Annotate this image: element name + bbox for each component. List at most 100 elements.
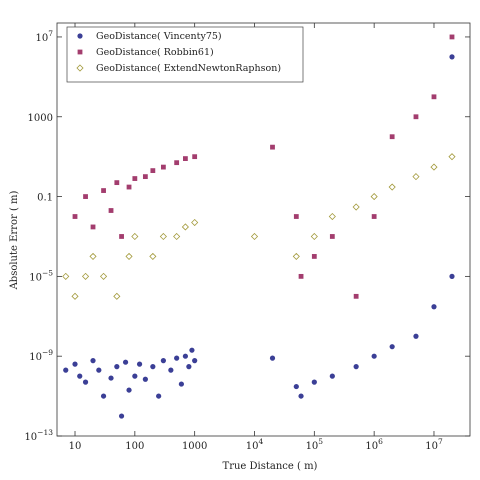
data-point: [293, 214, 299, 219]
data-point: [431, 304, 437, 310]
data-point: [292, 252, 300, 260]
plot-frame: [56, 22, 471, 437]
data-point: [150, 364, 156, 370]
data-point: [352, 203, 360, 211]
data-point: [100, 393, 107, 399]
data-point: [311, 254, 317, 259]
data-point: [189, 347, 195, 353]
data-point: [136, 361, 143, 367]
data-points-layer: [62, 34, 456, 419]
x-tick-label: 107: [425, 437, 443, 452]
data-point: [311, 379, 317, 385]
legend-marker: [77, 33, 83, 39]
data-point: [118, 413, 125, 419]
data-point: [89, 252, 97, 260]
legend-box: [66, 26, 304, 83]
data-point: [298, 393, 304, 399]
series-group-2: [72, 34, 455, 299]
plot-border: [56, 22, 471, 437]
data-point: [310, 232, 318, 241]
data-point: [83, 194, 88, 199]
data-point: [81, 272, 90, 280]
x-tick-label: 104: [246, 437, 264, 452]
legend-label: GeoDistance( Vincenty75): [96, 31, 222, 42]
data-point: [413, 333, 419, 339]
y-tick-label: 0.1: [37, 193, 53, 204]
legend: GeoDistance( Vincenty75) GeoDistance( Rob…: [66, 26, 304, 83]
legend-marker: [76, 64, 84, 72]
data-point: [149, 252, 157, 260]
data-point: [108, 208, 114, 213]
y-axis-ticks: 10−13 10−9 10−5 0.1 1000 107: [24, 29, 470, 443]
y-axis-title: Absolute Error ( m): [9, 190, 20, 290]
data-point: [174, 160, 180, 166]
data-point: [122, 359, 129, 365]
x-axis-ticks: 10 100 1000 104 105 106 107: [69, 23, 443, 452]
series-group-3: [62, 153, 456, 300]
data-point: [191, 218, 199, 227]
data-point: [293, 383, 299, 390]
y-tick-label: 10−5: [29, 268, 53, 283]
data-point: [77, 373, 83, 379]
data-point: [448, 153, 456, 161]
x-tick-label: 100: [125, 441, 144, 452]
data-point: [182, 353, 188, 359]
data-point: [71, 292, 79, 300]
data-point: [449, 34, 455, 40]
data-point: [192, 358, 198, 364]
data-point: [389, 134, 395, 140]
y-tick-label: 107: [35, 29, 53, 44]
data-point: [125, 252, 133, 260]
data-point: [413, 114, 419, 120]
data-point: [101, 188, 106, 193]
data-point: [329, 373, 335, 379]
series-group-1: [63, 54, 455, 419]
data-point: [132, 176, 138, 181]
x-tick-label: 106: [365, 437, 383, 452]
legend-label: GeoDistance( Robbin61): [96, 47, 214, 58]
data-point: [90, 224, 96, 230]
data-point: [168, 367, 174, 373]
data-point: [72, 361, 78, 367]
data-point: [90, 358, 96, 364]
data-point: [113, 292, 121, 300]
data-point: [132, 373, 138, 379]
data-point: [430, 163, 438, 171]
y-tick-label: 10−9: [29, 348, 53, 363]
data-point: [160, 358, 166, 364]
data-point: [269, 355, 276, 361]
data-point: [72, 214, 78, 219]
data-point: [173, 232, 181, 241]
data-point: [114, 364, 120, 370]
data-point: [178, 381, 184, 387]
data-point: [150, 168, 156, 174]
data-point: [353, 293, 359, 299]
x-tick-label: 10: [69, 441, 82, 452]
x-tick-label: 1000: [182, 441, 207, 452]
data-point: [108, 375, 114, 381]
data-point: [159, 232, 167, 241]
data-point: [63, 367, 69, 373]
data-point: [126, 184, 132, 190]
data-point: [174, 355, 180, 361]
data-point: [431, 94, 437, 100]
data-point: [82, 379, 89, 385]
data-point: [412, 173, 420, 181]
y-tick-label: 1000: [28, 113, 53, 124]
data-point: [250, 232, 259, 241]
x-axis-title: True Distance ( m): [223, 461, 318, 472]
data-point: [186, 364, 192, 370]
data-point: [449, 54, 455, 60]
data-point: [99, 272, 108, 280]
data-point: [371, 353, 377, 359]
data-point: [449, 273, 455, 279]
data-point: [181, 223, 189, 231]
data-point: [389, 344, 395, 350]
y-tick-label: 10−13: [24, 428, 53, 443]
data-point: [182, 156, 188, 161]
data-point: [192, 154, 198, 160]
data-point: [156, 393, 162, 399]
data-point: [126, 387, 132, 393]
data-point: [62, 272, 70, 280]
